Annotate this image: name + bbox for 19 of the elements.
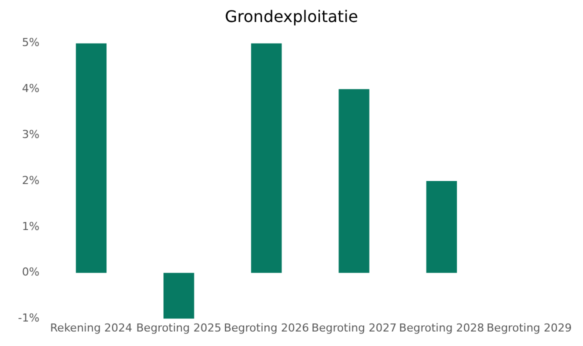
- y-tick-label: 5%: [22, 36, 40, 50]
- bar: [76, 43, 107, 273]
- y-tick-label: 0%: [22, 266, 40, 279]
- x-tick-label: Begroting 2027: [311, 321, 397, 334]
- y-tick-label: 4%: [22, 82, 40, 95]
- bar: [426, 181, 457, 273]
- x-tick-label: Rekening 2024: [50, 321, 132, 334]
- x-tick-label: Begroting 2028: [399, 321, 484, 334]
- chart-title: Grondexploitatie: [224, 6, 358, 26]
- x-tick-label: Begroting 2029: [486, 321, 572, 334]
- y-tick-label: 1%: [22, 220, 40, 233]
- bar: [251, 43, 282, 273]
- x-tick-label: Begroting 2025: [136, 321, 222, 334]
- bar: [163, 272, 194, 319]
- y-tick-label: -1%: [18, 312, 40, 325]
- x-tick-label: Begroting 2026: [224, 321, 309, 334]
- y-tick-label: 2%: [22, 174, 40, 187]
- bar: [338, 89, 370, 273]
- y-tick-label: 3%: [22, 128, 40, 141]
